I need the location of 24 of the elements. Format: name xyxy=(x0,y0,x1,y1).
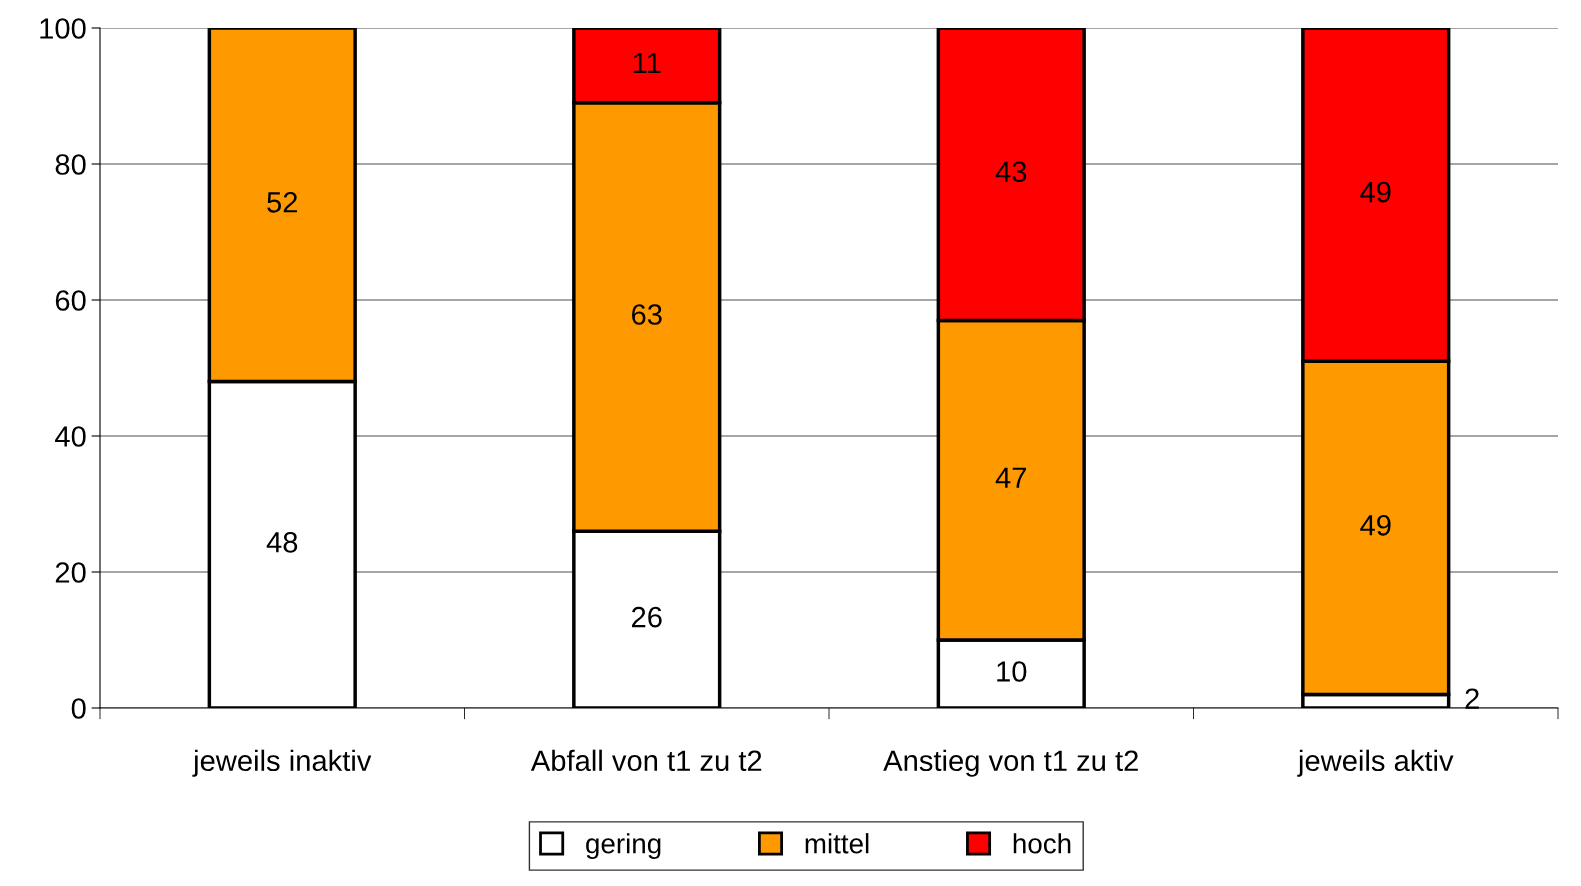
y-tick-label: 40 xyxy=(55,426,86,447)
y-tick-label: 100 xyxy=(40,18,86,39)
data-label: 48 xyxy=(266,531,298,553)
y-tick-label: 20 xyxy=(55,562,86,583)
data-label: 2 xyxy=(1465,688,1479,709)
legend-label: gering xyxy=(586,833,661,860)
x-tick-label: Abfall von t1 zu t2 xyxy=(530,749,762,772)
legend-label: hoch xyxy=(1013,833,1071,854)
data-label: 43 xyxy=(995,161,1027,183)
data-label: 63 xyxy=(632,304,662,325)
y-tick-label: 60 xyxy=(55,290,86,311)
data-label: 11 xyxy=(633,52,661,73)
data-label: 52 xyxy=(267,191,298,213)
data-label: 49 xyxy=(1360,181,1391,203)
data-label: 10 xyxy=(997,661,1027,682)
data-label: 49 xyxy=(1360,514,1391,536)
x-tick-label: jeweils aktiv xyxy=(1297,749,1454,777)
data-label: 26 xyxy=(632,606,662,628)
x-tick-label: Anstieg von t1 zu t2 xyxy=(883,749,1138,777)
y-tick-label: 80 xyxy=(55,154,86,175)
x-tick-label: jeweils inaktiv xyxy=(192,749,372,777)
legend-label: mittel xyxy=(805,833,869,854)
y-tick-label: 0 xyxy=(71,698,86,719)
data-label: 47 xyxy=(995,467,1027,488)
